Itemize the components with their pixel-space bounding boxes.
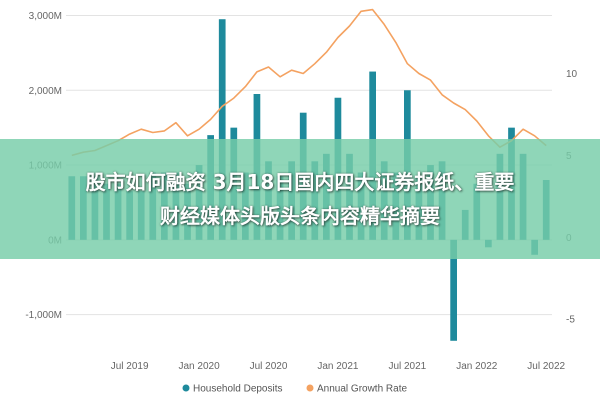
legend: Household Deposits Annual Growth Rate [182,384,407,395]
legend-label: Household Deposits [193,384,283,395]
title-banner-overlay: 股市如何融资 3月18日国内四大证券报纸、重要 财经媒体头版头条内容精华摘要 [0,139,600,259]
bar [218,19,226,240]
legend-marker [182,384,190,392]
x-axis: Jul 2019 Jan 2020 Jul 2020 Jan 2021 Jul 2021… [111,361,566,372]
growth-rate-line [71,8,547,157]
legend-label: Annual Growth Rate [317,384,407,395]
banner-headline-line-2: 财经媒体头版头条内容精华摘要 [160,204,440,228]
y-left-tick-label: 2,000M [29,86,62,97]
y-left-tick-label: 3,000M [29,11,62,22]
y-right-tick-label: 10 [566,69,578,80]
x-tick-label: Jul 2019 [111,361,149,372]
bar [450,239,457,341]
legend-marker [306,384,314,392]
line-series-annual-growth-rate [71,8,547,157]
x-tick-label: Jul 2021 [388,361,426,372]
x-tick-label: Jan 2021 [317,361,359,372]
x-tick-label: Jan 2022 [456,361,498,372]
y-left-tick-label: -1,000M [25,310,62,321]
x-tick-label: Jan 2020 [178,361,220,372]
x-tick-label: Jul 2020 [250,361,288,372]
x-tick-label: Jul 2022 [527,361,565,372]
banner-headline-line-1: 股市如何融资 3月18日国内四大证券报纸、重要 [85,170,515,194]
y-right-tick-label: -5 [566,315,575,326]
